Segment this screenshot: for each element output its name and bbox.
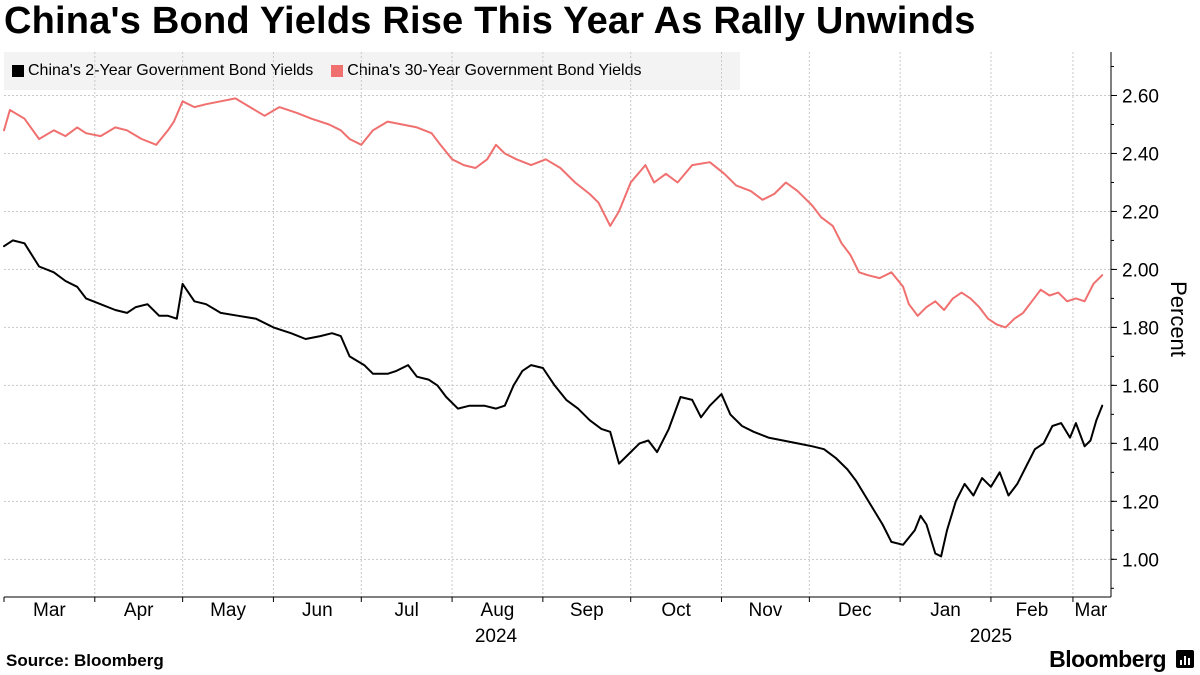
y-tick-label-5: 2.00	[1122, 260, 1159, 281]
x-year-label-0: 2024	[475, 626, 518, 647]
x-month-label-7: Oct	[661, 600, 691, 621]
y-tick-label-8: 2.60	[1122, 86, 1159, 107]
legend-item-2y: China's 2-Year Government Bond Yields	[12, 62, 313, 80]
y-tick-label-1: 1.20	[1122, 492, 1159, 513]
y-tick-label-2: 1.40	[1122, 434, 1159, 455]
series-line-30y	[3, 97, 1104, 329]
x-month-label-2: May	[210, 600, 246, 621]
x-month-label-11: Feb	[1016, 600, 1049, 621]
legend-label-30y: China's 30-Year Government Bond Yields	[347, 62, 642, 79]
y-tick-label-0: 1.00	[1122, 550, 1159, 571]
legend-swatch-30y	[331, 65, 344, 77]
x-month-label-9: Dec	[838, 600, 872, 621]
x-month-label-6: Sep	[570, 600, 604, 621]
y-tick-label-3: 1.60	[1122, 376, 1159, 397]
x-month-label-8: Nov	[749, 600, 783, 621]
y-tick-label-4: 1.80	[1122, 318, 1159, 339]
y-axis-title: Percent	[1166, 281, 1192, 357]
y-tick-label-7: 2.40	[1122, 144, 1159, 165]
chart-legend: China's 2-Year Government Bond Yields Ch…	[4, 52, 740, 90]
x-year-label-1: 2025	[970, 626, 1012, 647]
bloomberg-chart-icon	[1176, 650, 1194, 668]
source-note: Source: Bloomberg	[6, 651, 164, 670]
legend-label-2y: China's 2-Year Government Bond Yields	[28, 62, 314, 79]
chart-title: China's Bond Yields Rise This Year As Ra…	[4, 0, 976, 42]
legend-item-30y: China's 30-Year Government Bond Yields	[331, 62, 642, 80]
brand-logo: Bloomberg	[1049, 646, 1166, 672]
x-month-label-4: Jul	[395, 600, 419, 621]
x-month-label-12: Mar	[1075, 600, 1108, 621]
x-month-label-10: Jan	[930, 600, 961, 621]
legend-swatch-2y	[12, 65, 24, 77]
x-month-label-1: Apr	[124, 600, 154, 621]
x-month-label-3: Jun	[302, 600, 333, 621]
series-line-2y	[3, 239, 1104, 558]
x-month-label-5: Aug	[481, 600, 515, 621]
y-tick-label-6: 2.20	[1122, 202, 1159, 223]
x-month-label-0: Mar	[33, 600, 66, 621]
